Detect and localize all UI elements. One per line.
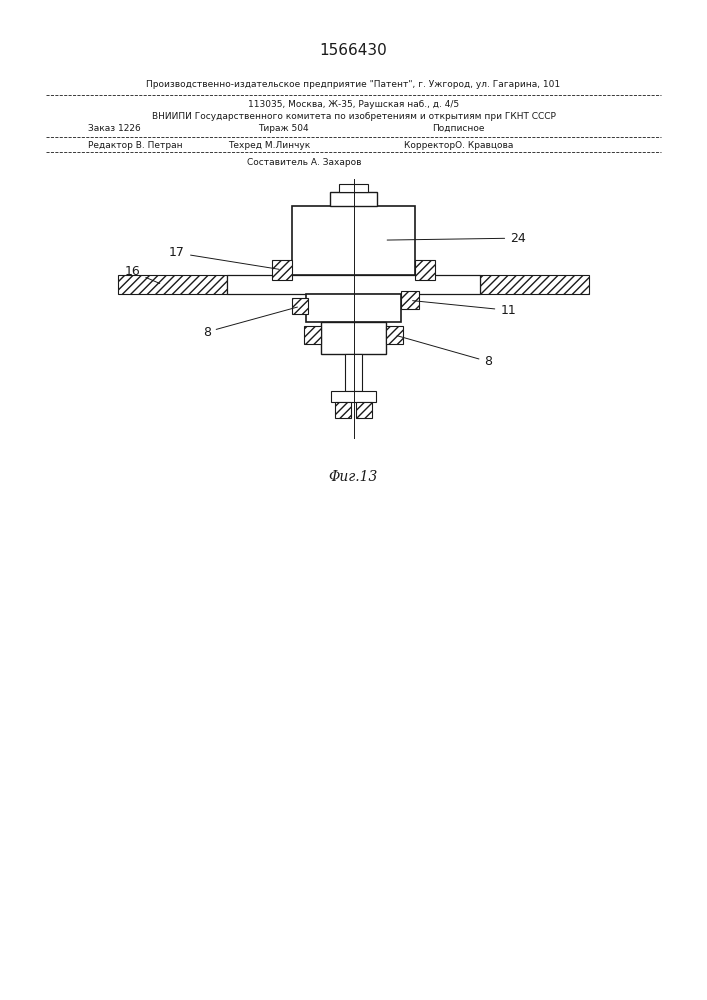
Bar — [322, 322, 385, 354]
Text: Составитель А. Захаров: Составитель А. Захаров — [247, 158, 362, 167]
Bar — [339, 184, 368, 192]
Bar — [415, 260, 435, 280]
Text: Подписное: Подписное — [432, 124, 484, 133]
Text: 113035, Москва, Ж-35, Раушская наб., д. 4/5: 113035, Москва, Ж-35, Раушская наб., д. … — [248, 100, 459, 109]
Text: Заказ 1226: Заказ 1226 — [88, 124, 141, 133]
Text: 1566430: 1566430 — [320, 43, 387, 58]
Bar — [292, 298, 308, 314]
Text: КорректорО. Кравцова: КорректорО. Кравцова — [404, 141, 513, 150]
Text: 8: 8 — [203, 307, 298, 339]
Bar — [303, 326, 322, 344]
Text: 24: 24 — [387, 232, 526, 245]
Text: Тираж 504: Тираж 504 — [258, 124, 309, 133]
Bar — [331, 391, 376, 402]
Bar — [306, 294, 401, 322]
Bar — [226, 275, 481, 294]
Bar — [356, 402, 373, 418]
Bar — [292, 206, 415, 275]
Text: ВНИИПИ Государственного комитета по изобретениям и открытиям при ГКНТ СССР: ВНИИПИ Государственного комитета по изоб… — [151, 112, 556, 121]
Text: 8: 8 — [397, 336, 492, 368]
Text: 17: 17 — [169, 246, 279, 269]
Bar — [481, 275, 589, 294]
Bar — [329, 192, 378, 206]
Text: Φиг.13: Φиг.13 — [329, 470, 378, 484]
Text: Техред М.Линчук: Техред М.Линчук — [228, 141, 311, 150]
Bar — [385, 326, 404, 344]
Bar — [272, 260, 292, 280]
Text: 11: 11 — [413, 301, 516, 317]
Bar — [334, 402, 351, 418]
Text: Производственно-издательское предприятие "Патент", г. Ужгород, ул. Гагарина, 101: Производственно-издательское предприятие… — [146, 80, 561, 89]
Bar — [118, 275, 226, 294]
Bar — [344, 354, 363, 391]
Bar — [401, 291, 419, 309]
Text: 16: 16 — [124, 265, 160, 283]
Text: Редактор В. Петран: Редактор В. Петран — [88, 141, 182, 150]
